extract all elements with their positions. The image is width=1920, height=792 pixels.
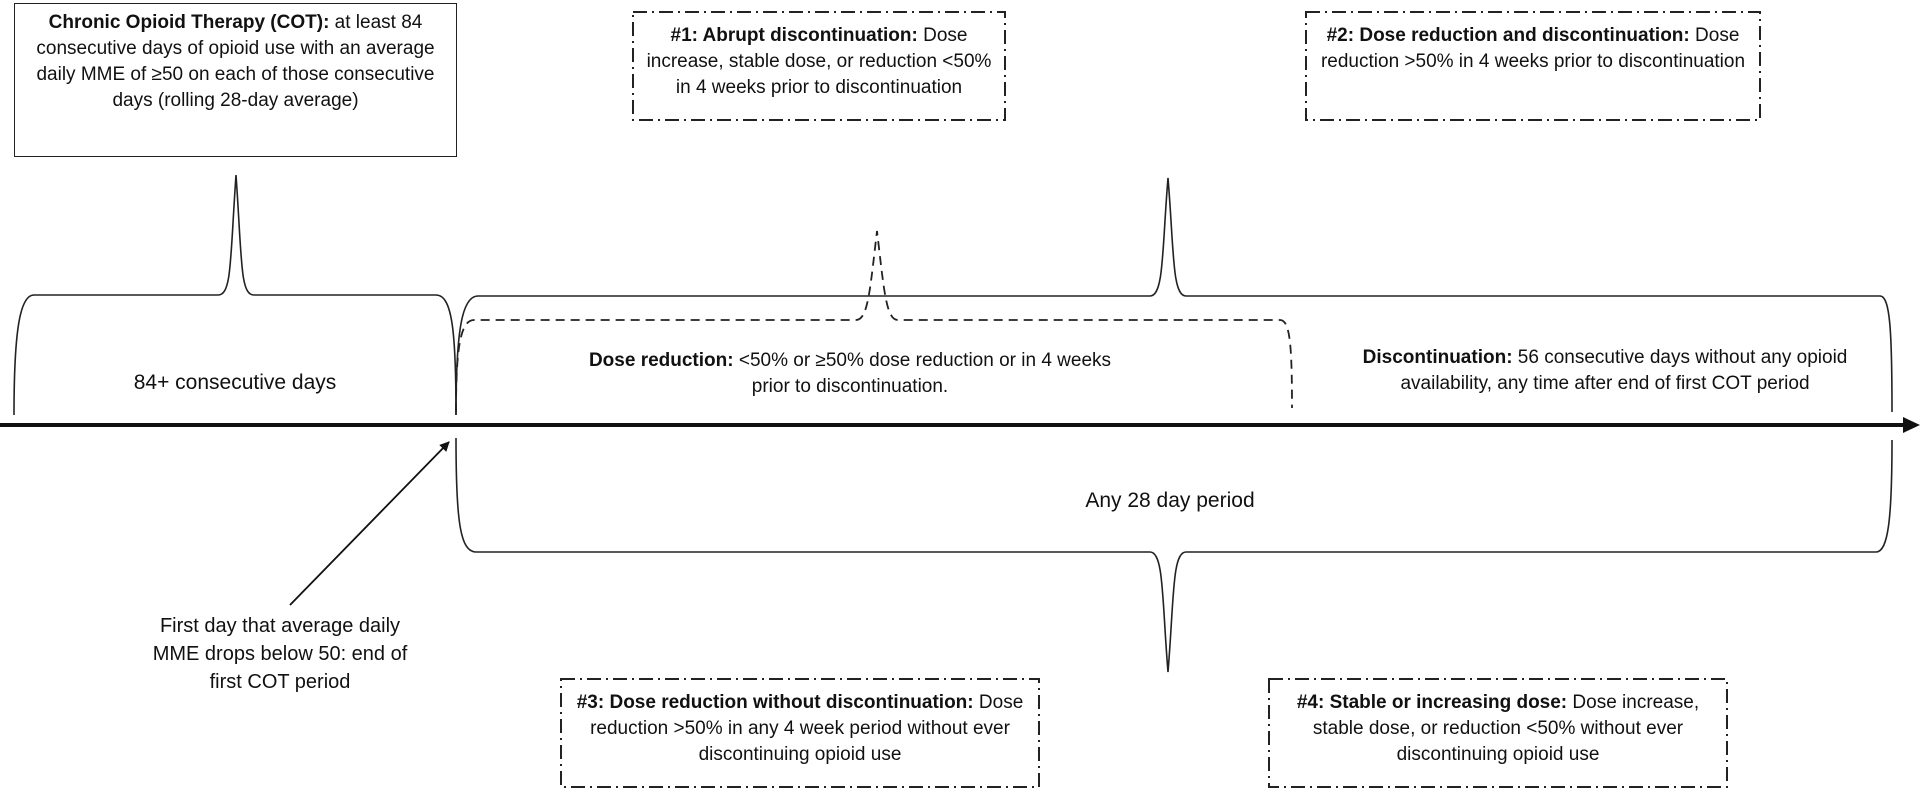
outcome-3-title: #3: Dose reduction without discontinuati… [576, 692, 974, 713]
dose-reduction-text-block: Dose reduction: <50% or ≥50% dose reduct… [570, 348, 1130, 400]
outcome-4-text: Dose increase, stable dose, or reduction… [1312, 692, 1700, 765]
cot-period-label: 84+ consecutive days [133, 371, 337, 394]
discontinuation-brace [455, 177, 1893, 416]
discontinuation-text-block: Discontinuation: 56 consecutive days wit… [1335, 345, 1875, 397]
cot-definition-title: Chronic Opioid Therapy (COT): [48, 12, 330, 33]
outcome-2-text: Dose reduction >50% in 4 weeks prior to … [1320, 25, 1746, 72]
outcome-box-3-border [560, 678, 1040, 788]
outcome-1-title: #1: Abrupt discontinuation: [670, 25, 918, 46]
end-of-cot-annotation: First day that average daily MME drops b… [152, 615, 408, 693]
outcome-box-2-border [1305, 11, 1761, 121]
outcome-box-3: #3: Dose reduction without discontinuati… [560, 678, 1040, 788]
any-28-day-period-label: Any 28 day period [1085, 489, 1255, 512]
discontinuation-text: 56 consecutive days without any opioid a… [1400, 347, 1848, 394]
outcome-box-2: #2: Dose reduction and discontinuation: … [1305, 11, 1761, 121]
outcome-4-title: #4: Stable or increasing dose: [1296, 692, 1568, 713]
dose-reduction-brace [455, 230, 1293, 413]
any-28-day-period-brace [455, 437, 1893, 673]
cot-definition-text: at least 84 consecutive days of opioid u… [36, 12, 435, 111]
outcome-box-1: #1: Abrupt discontinuation: Dose increas… [632, 11, 1006, 121]
outcome-box-1-border [632, 11, 1006, 121]
outcome-1-text: Dose increase, stable dose, or reduction… [646, 25, 992, 98]
discontinuation-title: Discontinuation: [1362, 347, 1513, 368]
cot-definition-box: Chronic Opioid Therapy (COT): at least 8… [14, 3, 457, 157]
outcome-box-4-border [1268, 678, 1728, 788]
timeline-arrowhead-icon [1903, 417, 1920, 433]
outcome-2-title: #2: Dose reduction and discontinuation: [1326, 25, 1690, 46]
dose-reduction-title: Dose reduction: [588, 350, 734, 371]
outcome-box-4: #4: Stable or increasing dose: Dose incr… [1268, 678, 1728, 788]
cot-period-brace [13, 174, 457, 416]
end-of-cot-arrow [289, 441, 450, 606]
outcome-3-text: Dose reduction >50% in any 4 week period… [590, 692, 1024, 765]
dose-reduction-text: <50% or ≥50% dose reduction or in 4 week… [733, 350, 1112, 397]
